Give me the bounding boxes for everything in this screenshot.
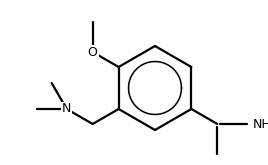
Text: N: N [62, 102, 71, 116]
Text: NH₂: NH₂ [252, 117, 268, 131]
Text: O: O [88, 46, 98, 59]
